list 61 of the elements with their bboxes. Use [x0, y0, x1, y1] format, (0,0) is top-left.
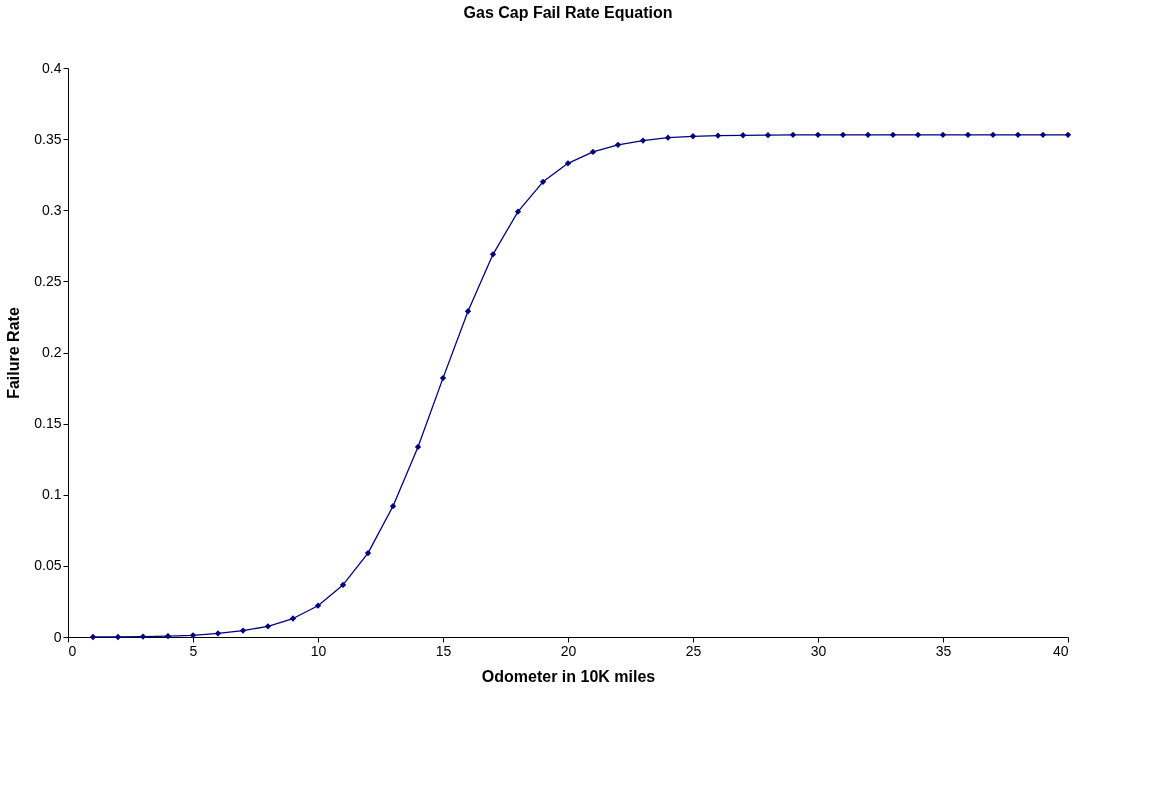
point	[964, 131, 972, 139]
y-axis-title: Failure Rate	[5, 307, 23, 399]
point	[114, 633, 122, 641]
point	[439, 374, 447, 382]
point	[389, 502, 397, 510]
point	[539, 178, 547, 185]
x-tick-label: 25	[685, 642, 702, 659]
chart-title: Gas Cap Fail Rate Equation	[463, 4, 673, 21]
point	[214, 630, 222, 637]
point	[164, 632, 172, 640]
point	[289, 615, 297, 622]
y-tick-label: 0.15	[34, 415, 62, 432]
point	[914, 131, 922, 139]
point	[1064, 131, 1072, 139]
point	[514, 208, 522, 215]
point	[864, 131, 872, 139]
point	[764, 131, 772, 139]
x-tick-label: 5	[189, 642, 198, 659]
point	[939, 131, 947, 139]
point	[1039, 131, 1047, 139]
y-tick-label: 0.1	[42, 486, 62, 503]
x-tick-label: 10	[310, 642, 327, 659]
point	[464, 308, 472, 315]
y-tick-label: 0	[53, 628, 62, 645]
point	[989, 131, 997, 139]
point	[314, 602, 322, 609]
point	[1014, 131, 1022, 139]
x-axis-title: Odometer in 10K miles	[481, 667, 656, 685]
point	[239, 627, 247, 634]
x-tick-label: 30	[810, 642, 827, 659]
point	[189, 632, 197, 639]
point	[789, 131, 797, 139]
y-tick-label: 0.4	[42, 59, 62, 76]
y-tick-label: 0.05	[34, 557, 62, 574]
point	[689, 133, 697, 140]
x-tick-label: 35	[935, 642, 952, 659]
point	[339, 581, 347, 589]
point	[264, 623, 272, 630]
y-tick-label: 0.2	[42, 344, 62, 360]
point	[664, 134, 672, 141]
y-tick-label: 0.3	[42, 201, 62, 218]
point	[839, 131, 847, 139]
point	[739, 132, 747, 139]
point	[414, 443, 422, 451]
point	[564, 160, 572, 167]
point	[889, 131, 897, 139]
y-tick-label: 0.25	[34, 272, 62, 289]
x-tick-label: 40	[1052, 642, 1069, 659]
x-tick-label: 15	[435, 642, 452, 659]
point	[639, 137, 647, 144]
x-tick-label: 0	[68, 642, 77, 659]
point	[89, 633, 97, 641]
point	[489, 251, 497, 258]
point	[814, 131, 822, 139]
point	[614, 141, 622, 148]
point	[364, 549, 372, 557]
y-tick-label: 0.35	[34, 130, 62, 147]
point	[714, 132, 722, 139]
point	[589, 148, 597, 156]
x-tick-label: 20	[560, 642, 577, 659]
point	[139, 633, 147, 640]
